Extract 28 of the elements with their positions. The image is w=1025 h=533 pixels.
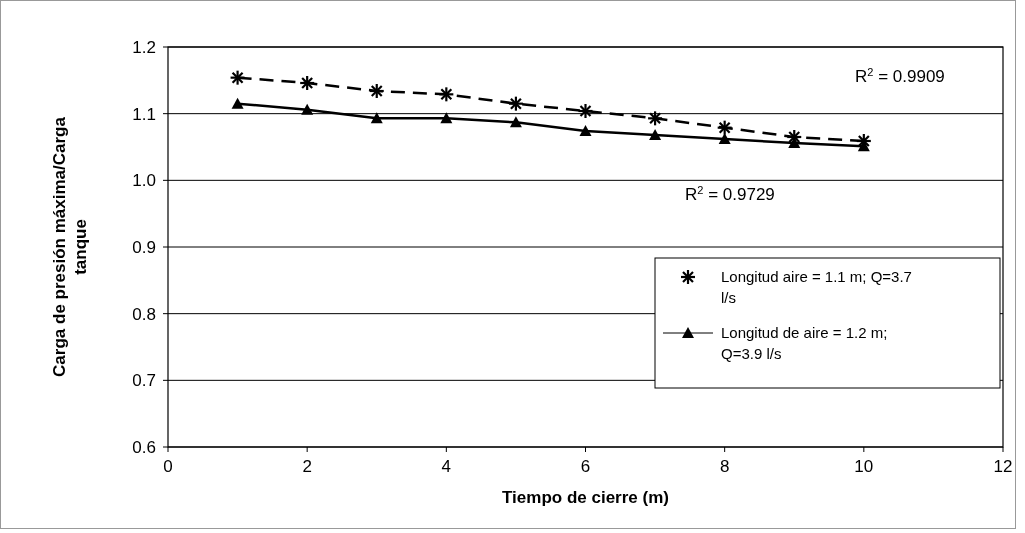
x-tick-label: 0: [163, 457, 173, 476]
y-tick-label: 1.0: [132, 171, 156, 191]
x-tick-label: 10: [854, 457, 874, 476]
x-tick-label: 12: [993, 457, 1013, 476]
x-tick-label: 6: [580, 457, 591, 476]
point: [718, 133, 731, 144]
annotation: R$^{2}$ = 0.9729: [685, 184, 775, 204]
y-axis-title: Carga de presión máxima/Carga tanque: [50, 116, 90, 377]
point: [301, 103, 314, 115]
y-tick-label: 0.8: [132, 304, 156, 324]
y-tick-label: 1.2: [132, 38, 156, 57]
legend-label: Longitud de aire = 1.2 m; Q=3.9 l/s: [721, 324, 888, 362]
point: [509, 116, 522, 128]
point: [370, 112, 383, 124]
x-tick-label: 8: [719, 457, 730, 476]
y-tick-label: 1.1: [132, 104, 156, 124]
point: [649, 129, 662, 140]
x-tick-label: 2: [302, 457, 312, 476]
y-tick-label: 0.7: [132, 371, 156, 391]
legend-label: Longitud aire = 1.1 m; Q=3.7 l/s: [721, 268, 912, 306]
point: [440, 112, 453, 124]
y-tick-label: 0.6: [132, 438, 156, 457]
y-tick-label: 0.9: [132, 238, 156, 257]
point: [579, 125, 592, 136]
x-axis-title: Tiempo de cierre (m): [502, 488, 669, 507]
point: [231, 97, 244, 109]
x-tick-label: 4: [441, 457, 452, 476]
annotation: R$^{2}$ = 0.9909: [855, 66, 945, 86]
